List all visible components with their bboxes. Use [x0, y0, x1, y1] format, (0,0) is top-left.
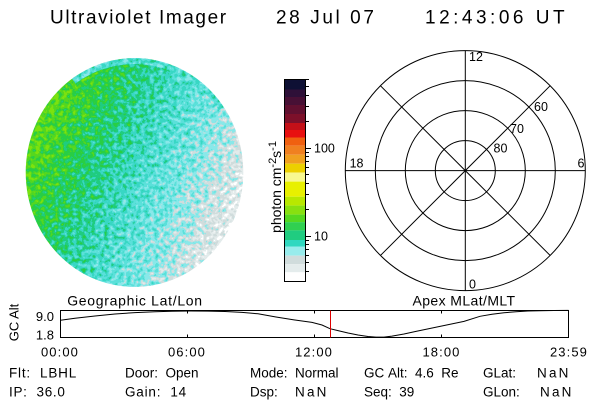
svg-text:Seq: 39: Seq: 39 — [364, 385, 414, 400]
svg-text:Dsp:: Dsp: — [250, 385, 278, 400]
svg-text:06:00: 06:00 — [168, 345, 206, 360]
svg-text:GLon:: GLon: — [483, 385, 520, 400]
svg-text:photon cm-2s-1: photon cm-2s-1 — [267, 141, 284, 233]
svg-text:Geographic Lat/Lon: Geographic Lat/Lon — [67, 293, 203, 309]
svg-text:Gain: 14: Gain: 14 — [125, 385, 187, 400]
svg-text:28 Jul 07: 28 Jul 07 — [276, 8, 377, 29]
svg-text:60: 60 — [534, 100, 548, 114]
svg-text:0: 0 — [469, 278, 476, 292]
svg-text:23:59: 23:59 — [550, 345, 588, 360]
svg-text:Door: Open: Door: Open — [125, 366, 199, 381]
svg-text:Flt: LBHL: Flt: LBHL — [9, 366, 77, 381]
svg-text:NaN: NaN — [295, 385, 329, 400]
svg-text:Apex MLat/MLT: Apex MLat/MLT — [413, 293, 516, 309]
svg-text:18:00: 18:00 — [422, 345, 460, 360]
svg-text:IP: 36.0: IP: 36.0 — [9, 385, 66, 400]
svg-text:70: 70 — [510, 122, 524, 136]
svg-text:10: 10 — [314, 230, 328, 244]
svg-text:9.0: 9.0 — [36, 309, 54, 324]
svg-text:12: 12 — [469, 50, 483, 64]
svg-text:18: 18 — [350, 157, 364, 171]
svg-text:NaN: NaN — [537, 366, 571, 381]
svg-text:GLat:: GLat: — [483, 366, 516, 381]
svg-text:GC Alt: GC Alt — [7, 303, 22, 341]
svg-text:GC Alt: 4.6 Re: GC Alt: 4.6 Re — [364, 366, 459, 381]
svg-text:1.8: 1.8 — [36, 328, 54, 343]
svg-text:100: 100 — [314, 142, 335, 156]
svg-text:00:00: 00:00 — [41, 345, 79, 360]
svg-text:12:43:06 UT: 12:43:06 UT — [425, 8, 568, 29]
svg-text:Ultraviolet Imager: Ultraviolet Imager — [50, 8, 228, 29]
svg-text:80: 80 — [494, 142, 508, 156]
svg-text:NaN: NaN — [540, 385, 574, 400]
svg-text:6: 6 — [578, 157, 585, 171]
svg-text:12:00: 12:00 — [295, 345, 333, 360]
svg-text:Mode: Normal: Mode: Normal — [250, 366, 339, 381]
